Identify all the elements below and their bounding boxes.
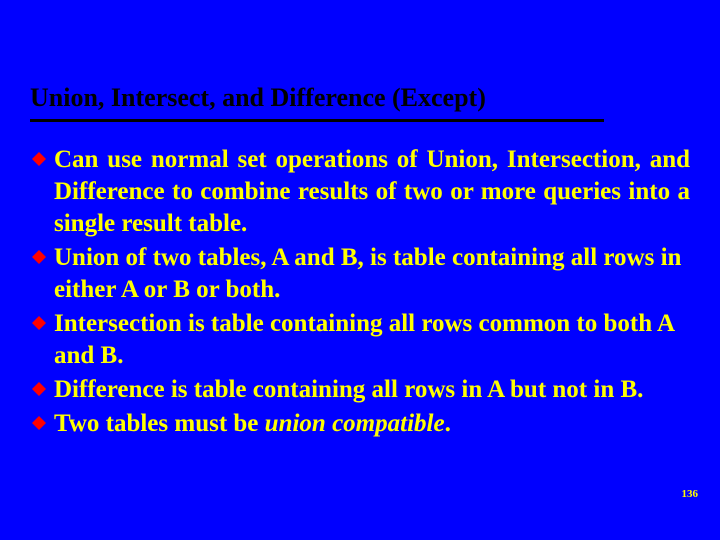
slide: Union, Intersect, and Difference (Except… xyxy=(0,0,720,540)
bullet-text: Intersection is table containing all row… xyxy=(54,308,690,372)
diamond-icon xyxy=(32,250,46,264)
page-number: 136 xyxy=(682,488,699,500)
list-item: Two tables must be union compatible. xyxy=(32,408,690,440)
list-item: Can use normal set operations of Union, … xyxy=(32,144,690,240)
diamond-icon xyxy=(32,316,46,330)
list-item: Union of two tables, A and B, is table c… xyxy=(32,242,690,306)
bullet-text: Can use normal set operations of Union, … xyxy=(54,144,690,240)
diamond-icon xyxy=(32,416,46,430)
bullet-text: Two tables must be union compatible. xyxy=(54,408,690,440)
bullet-text: Union of two tables, A and B, is table c… xyxy=(54,242,690,306)
bullet-text: Difference is table containing all rows … xyxy=(54,374,690,406)
diamond-icon xyxy=(32,152,46,166)
diamond-icon xyxy=(32,382,46,396)
bullet-list: Can use normal set operations of Union, … xyxy=(30,144,690,440)
list-item: Intersection is table containing all row… xyxy=(32,308,690,372)
list-item: Difference is table containing all rows … xyxy=(32,374,690,406)
slide-title: Union, Intersect, and Difference (Except… xyxy=(30,82,604,113)
title-underline: Union, Intersect, and Difference (Except… xyxy=(30,82,604,122)
